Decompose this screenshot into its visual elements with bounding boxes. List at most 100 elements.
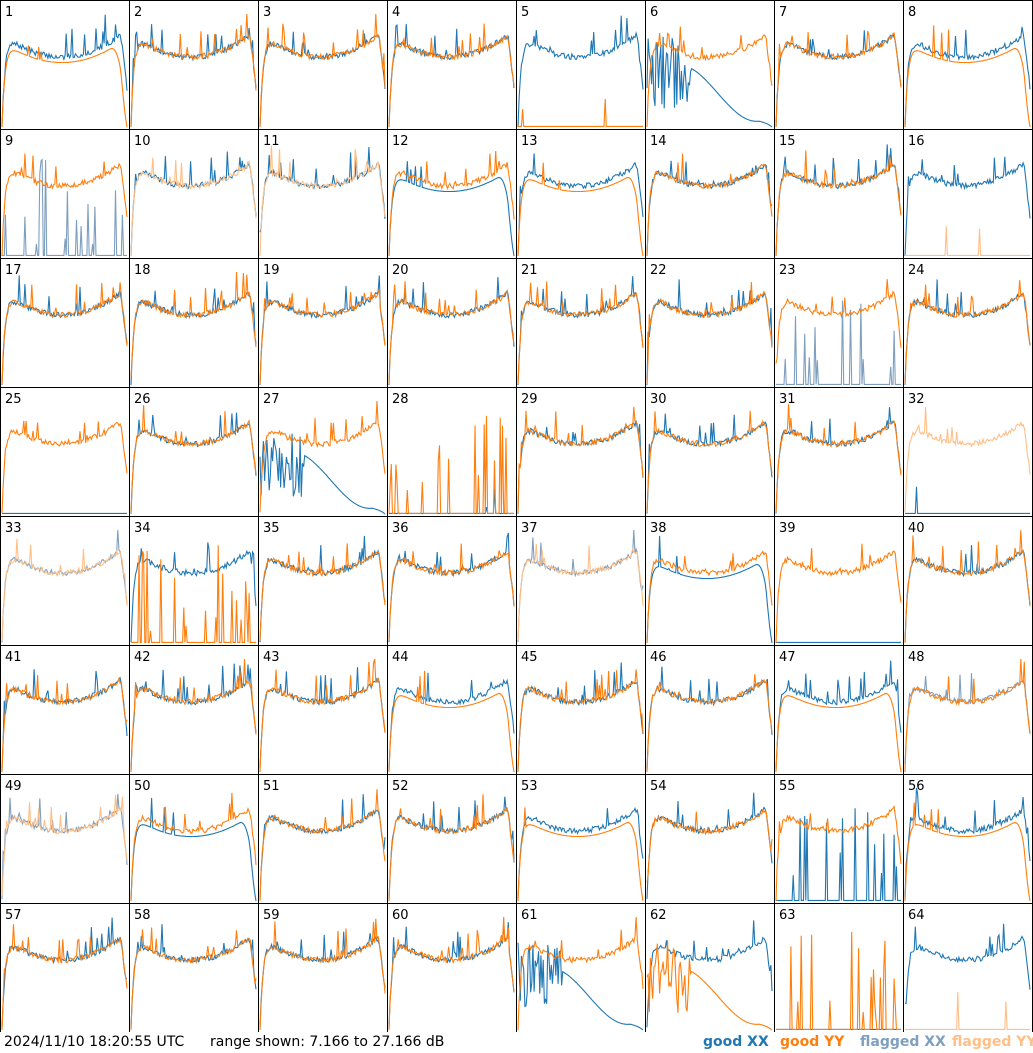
series-xx-good <box>259 433 386 515</box>
panel-19: 19 <box>258 258 388 388</box>
panel-frame <box>129 387 259 517</box>
panel-label: 18 <box>134 263 151 278</box>
panel-label: 4 <box>392 5 400 20</box>
series-yy-good <box>775 30 902 128</box>
panel-label: 54 <box>650 779 667 794</box>
panel-25: 25 <box>0 387 130 517</box>
panel-frame <box>129 0 259 130</box>
panel-label: 26 <box>134 392 151 407</box>
panel-10: 10 <box>129 129 259 259</box>
series-xx-good <box>517 15 644 128</box>
panel-frame <box>387 774 517 904</box>
series-yy-good <box>388 150 515 257</box>
series-xx-good <box>1 14 128 128</box>
panel-40: 40 <box>903 516 1033 646</box>
panel-49: 49 <box>0 774 130 904</box>
series-yy-good <box>775 805 902 902</box>
panel-frame <box>258 0 388 130</box>
series-xx-good <box>776 808 901 901</box>
series-xx-good <box>517 153 644 257</box>
panel-57: 57 <box>0 903 130 1032</box>
panel-60: 60 <box>387 903 517 1032</box>
panel-4: 4 <box>387 0 517 130</box>
series-yy-good <box>388 281 515 385</box>
legend-good-yy: good YY <box>780 1034 845 1050</box>
series-yy-good <box>646 550 773 644</box>
panel-label: 20 <box>392 263 409 278</box>
series-yy-good <box>388 543 515 641</box>
timestamp: 2024/11/10 18:20:55 UTC <box>4 1034 185 1050</box>
series-xx-good <box>905 923 1031 1004</box>
panel-frame <box>258 516 388 646</box>
panel-label: 48 <box>908 650 925 665</box>
panel-label: 16 <box>908 134 925 149</box>
panel-48: 48 <box>903 645 1033 775</box>
series-yy-good <box>517 807 644 902</box>
panel-51: 51 <box>258 774 388 904</box>
panel-frame <box>0 387 130 517</box>
series-yy-good <box>775 692 902 773</box>
panel-label: 2 <box>134 5 142 20</box>
panel-frame <box>0 903 130 1032</box>
panel-2: 2 <box>129 0 259 130</box>
series-xx-good <box>388 672 515 771</box>
panel-label: 47 <box>779 650 796 665</box>
series-yy-good <box>646 808 773 883</box>
panel-frame <box>774 387 904 517</box>
panel-frame <box>129 903 259 1032</box>
panel-52: 52 <box>387 774 517 904</box>
panel-frame <box>645 387 775 517</box>
panel-label: 34 <box>134 521 151 536</box>
panel-13: 13 <box>516 129 646 259</box>
panel-label: 58 <box>134 908 151 923</box>
panel-frame <box>903 258 1033 388</box>
panel-label: 41 <box>5 650 22 665</box>
legend-good-xx: good XX <box>703 1034 769 1050</box>
panel-label: 27 <box>263 392 280 407</box>
series-yy-good <box>775 543 902 644</box>
panel-label: 8 <box>908 5 916 20</box>
panel-label: 44 <box>392 650 409 665</box>
panel-22: 22 <box>645 258 775 388</box>
series-yy-flagged <box>1 794 128 896</box>
series-xx-good <box>904 26 1031 128</box>
panel-label: 60 <box>392 908 409 923</box>
panel-61: 61 <box>516 903 646 1032</box>
panel-11: 11 <box>258 129 388 259</box>
series-yy-flagged <box>517 543 644 641</box>
panel-31: 31 <box>774 387 904 517</box>
panel-label: 46 <box>650 650 667 665</box>
series-yy-good <box>259 789 386 902</box>
panel-8: 8 <box>903 0 1033 130</box>
range-text: range shown: 7.166 to 27.166 dB <box>210 1034 445 1050</box>
panel-59: 59 <box>258 903 388 1032</box>
panel-29: 29 <box>516 387 646 517</box>
series-yy-good <box>388 916 515 1031</box>
panel-label: 25 <box>5 392 22 407</box>
series-xx-good <box>259 31 386 128</box>
panel-46: 46 <box>645 645 775 775</box>
series-xx-good <box>388 277 515 386</box>
series-yy-good <box>259 288 386 385</box>
series-yy-good <box>904 658 1031 773</box>
panel-frame <box>0 645 130 775</box>
series-yy-good <box>646 410 773 513</box>
panel-label: 63 <box>779 908 796 923</box>
series-yy-good <box>775 404 902 513</box>
series-yy-good <box>775 279 902 364</box>
legend-flagged-xx: flagged XX <box>860 1034 946 1050</box>
panel-frame <box>387 0 517 130</box>
series-yy-good <box>130 658 257 773</box>
panel-label: 13 <box>521 134 538 149</box>
panel-frame <box>387 516 517 646</box>
series-yy-good <box>517 669 644 773</box>
panel-frame <box>645 516 775 646</box>
panel-label: 39 <box>779 521 796 536</box>
panel-45: 45 <box>516 645 646 775</box>
series-xx-good <box>775 660 902 771</box>
panel-label: 53 <box>521 779 538 794</box>
panel-1: 1 <box>0 0 130 130</box>
panel-21: 21 <box>516 258 646 388</box>
panel-label: 22 <box>650 263 667 278</box>
panel-label: 19 <box>263 263 280 278</box>
